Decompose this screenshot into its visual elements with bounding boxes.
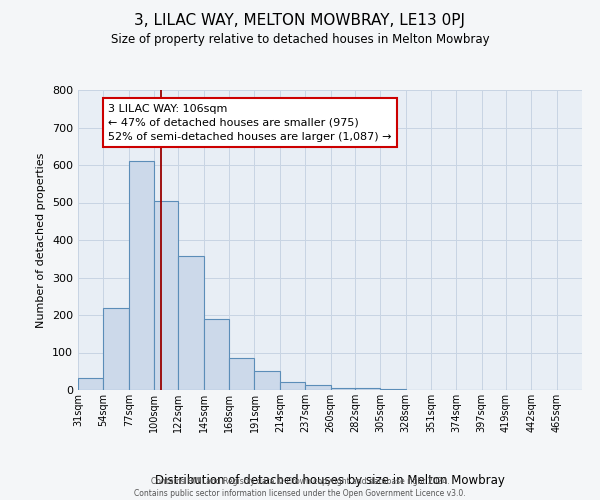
Bar — [103, 308, 129, 390]
Bar — [355, 388, 380, 390]
X-axis label: Distribution of detached houses by size in Melton Mowbray: Distribution of detached houses by size … — [155, 474, 505, 487]
Text: 3 LILAC WAY: 106sqm
← 47% of detached houses are smaller (975)
52% of semi-detac: 3 LILAC WAY: 106sqm ← 47% of detached ho… — [108, 104, 392, 142]
Bar — [331, 388, 355, 390]
Bar — [204, 319, 229, 390]
Text: 3, LILAC WAY, MELTON MOWBRAY, LE13 0PJ: 3, LILAC WAY, MELTON MOWBRAY, LE13 0PJ — [134, 12, 466, 28]
Y-axis label: Number of detached properties: Number of detached properties — [37, 152, 46, 328]
Bar — [129, 160, 154, 390]
Bar — [229, 358, 254, 390]
Bar — [78, 378, 103, 390]
Bar — [254, 371, 280, 390]
Bar — [154, 202, 178, 390]
Bar — [178, 256, 204, 390]
Text: Size of property relative to detached houses in Melton Mowbray: Size of property relative to detached ho… — [110, 32, 490, 46]
Text: Contains HM Land Registry data © Crown copyright and database right 2024.
Contai: Contains HM Land Registry data © Crown c… — [134, 476, 466, 498]
Bar — [280, 382, 305, 390]
Bar — [305, 385, 331, 390]
Bar — [380, 389, 406, 390]
